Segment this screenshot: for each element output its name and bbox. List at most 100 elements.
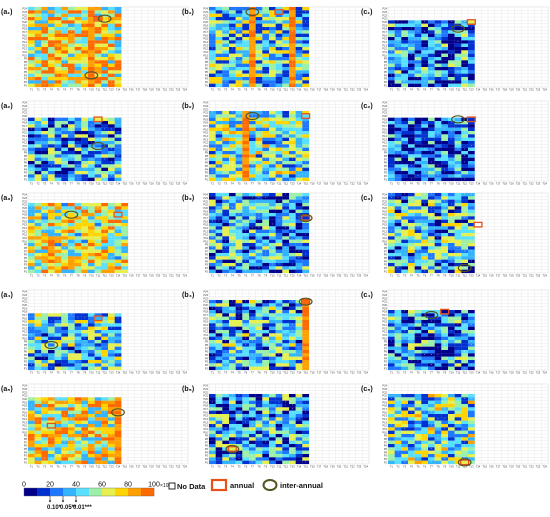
significance-marker: * [431,238,432,240]
heatmap-cell [108,50,115,54]
panel-label: (c₁) [361,9,372,16]
heatmap-cell [269,37,276,41]
heatmap-cell [302,226,310,230]
heatmap-cell [215,127,223,132]
significance-marker: * [225,302,226,304]
heatmap-cell [41,167,49,172]
heatmap-cell [434,47,442,51]
heatmap-cell [441,203,449,207]
heatmap-cell [54,336,62,341]
heatmap-cell [229,13,236,18]
heatmap-cell [235,253,243,257]
significance-marker: * [118,251,119,253]
heatmap-cell [121,243,129,247]
heatmap-cell [295,77,303,81]
heatmap-cell [54,333,62,337]
heatmap-cell [61,269,69,274]
heatmap-cell [209,206,216,210]
heatmap-cell [414,73,422,78]
significance-marker: * [451,258,452,260]
significance-marker: * [292,59,293,61]
heatmap-cell [94,343,102,347]
heatmap-cell [242,256,250,260]
heatmap-cell [54,326,62,331]
heatmap-cell [468,223,475,227]
heatmap-cell [222,164,230,168]
x-tick-label: T20 [156,88,161,92]
heatmap-cell [88,330,95,334]
heatmap-cell [388,30,395,34]
heatmap-cell [269,70,276,74]
heatmap-cell [41,131,49,135]
heatmap-cell [249,193,256,197]
heatmap-cell [408,23,415,28]
heatmap-cell [421,249,429,254]
significance-marker: * [78,149,79,151]
heatmap-cell [388,63,395,68]
heatmap-cell [302,300,310,304]
heatmap-cell [421,37,429,41]
heatmap-cell [215,7,223,11]
heatmap-cell [61,30,69,34]
heatmap-cell [88,269,95,274]
heatmap-cell [242,127,250,132]
x-tick-label: T6 [63,88,67,92]
heatmap-cell [441,259,449,264]
significance-marker: * [464,268,465,270]
y-tick-label: P5 [384,256,388,260]
heatmap-cell [108,223,115,227]
heatmap-cell [242,174,250,178]
heatmap-cell [68,246,75,250]
heatmap-cell [108,266,115,270]
heatmap-cell [421,151,429,155]
heatmap-cell [101,239,109,244]
heatmap-cell [434,213,442,217]
significance-marker: * [84,342,85,344]
y-tick-label: P23 [203,196,208,200]
y-tick-label: P23 [382,10,387,14]
x-tick-label: T16 [310,274,315,278]
y-tick-label: P1 [205,269,209,273]
heatmap-cell [48,316,55,321]
heatmap-cell [401,213,409,217]
heatmap-cell [242,306,250,311]
heatmap-cell [54,73,62,78]
significance-marker: * [245,241,246,243]
heatmap-cell [94,70,102,74]
significance-marker: * [118,136,119,138]
heatmap-cell [282,219,290,224]
y-tick-label: P5 [205,164,209,168]
heatmap-cell [401,269,409,274]
heatmap-cell [68,236,75,240]
heatmap-cell [468,33,475,38]
heatmap-cell [108,124,115,128]
heatmap-cell [295,7,303,11]
significance-marker: * [458,248,459,250]
significance-marker: * [279,52,280,54]
heatmap-cell [454,73,462,78]
heatmap-cell [255,330,263,334]
heatmap-cell [48,253,55,257]
heatmap-cell [88,203,95,207]
heatmap-cell [388,20,395,24]
heatmap-cell [262,219,270,224]
heatmap-cell [255,259,263,264]
significance-marker: * [118,166,119,168]
significance-marker: * [404,255,405,257]
heatmap-cell [414,37,422,41]
heatmap-cell [408,171,415,175]
heatmap-cell [269,27,276,31]
x-tick-label: T1 [211,88,215,92]
heatmap-cell [61,117,69,122]
significance-marker: * [104,179,105,181]
heatmap-cell [249,326,256,331]
heatmap-cell [249,141,256,145]
heatmap-cell [242,219,250,224]
heatmap-cell [114,147,122,152]
heatmap-cell [48,17,55,21]
significance-marker: * [111,133,112,135]
heatmap-cell [434,20,442,24]
heatmap-cell [41,360,49,364]
heatmap-cell [54,223,62,227]
heatmap-cell [249,216,256,220]
